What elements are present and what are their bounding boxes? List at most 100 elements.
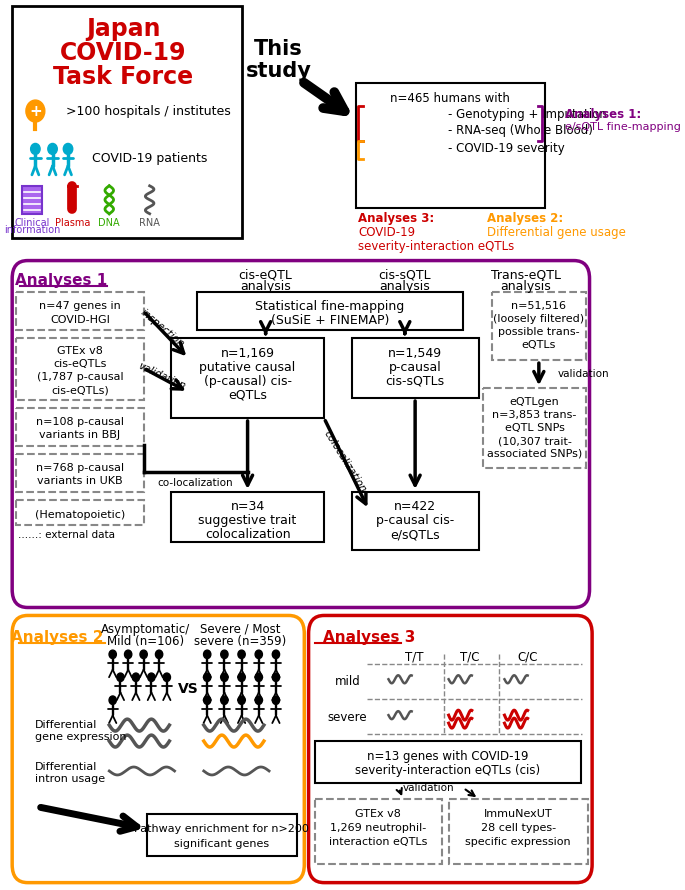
Bar (16, 500, 144, 525)
Circle shape (132, 673, 140, 682)
Text: n=465 humans with: n=465 humans with (390, 92, 510, 105)
Text: ......: external data: ......: external data (18, 530, 115, 539)
Text: Mild (n=106): Mild (n=106) (107, 635, 184, 648)
Text: intron usage: intron usage (36, 774, 105, 784)
Text: associated SNPs): associated SNPs) (487, 449, 582, 459)
Text: Analyses 2: Analyses 2 (12, 630, 104, 645)
Text: - RNA-seq (Whole Blood): - RNA-seq (Whole Blood) (448, 125, 593, 137)
Text: information: information (3, 224, 60, 235)
Circle shape (148, 673, 155, 682)
Text: DNA: DNA (99, 218, 120, 228)
Text: severity-interaction eQTLs (cis): severity-interaction eQTLs (cis) (356, 765, 540, 778)
Text: n=13 genes with COVID-19: n=13 genes with COVID-19 (367, 749, 529, 763)
Text: This: This (254, 39, 303, 60)
Circle shape (255, 673, 262, 682)
Text: Task Force: Task Force (53, 65, 193, 89)
Text: T/C: T/C (460, 651, 479, 664)
Text: colocalization: colocalization (321, 429, 368, 495)
Text: Trans-eQTL: Trans-eQTL (491, 268, 561, 281)
Text: COVID-19 patients: COVID-19 patients (92, 152, 208, 166)
Text: suggestive trait: suggestive trait (199, 514, 297, 527)
Text: n=108 p-causal: n=108 p-causal (36, 417, 124, 427)
Text: (1,787 p-causal: (1,787 p-causal (37, 372, 123, 382)
Circle shape (272, 673, 279, 682)
Text: study: study (246, 61, 312, 81)
Text: variants in BBJ: variants in BBJ (40, 430, 121, 440)
Text: Severe / Most: Severe / Most (199, 623, 280, 636)
Text: severe: severe (327, 710, 367, 724)
Text: severity-interaction eQTLs: severity-interaction eQTLs (358, 240, 514, 253)
Text: C/C: C/C (517, 651, 538, 664)
Text: COVID-19: COVID-19 (358, 226, 416, 239)
FancyBboxPatch shape (12, 261, 590, 608)
Bar (16, 409, 144, 446)
Bar (351, 338, 479, 398)
Bar (197, 293, 463, 330)
Text: 28 cell types-: 28 cell types- (481, 822, 556, 833)
Circle shape (221, 696, 228, 705)
Bar (16, 293, 144, 330)
Text: (10,307 trait-: (10,307 trait- (497, 436, 571, 446)
Circle shape (109, 696, 116, 705)
Text: putative causal: putative causal (199, 360, 296, 374)
Text: analysis: analysis (379, 280, 430, 293)
Circle shape (255, 650, 262, 659)
Text: - COVID-19 severity: - COVID-19 severity (448, 142, 564, 156)
Text: interaction eQTLs: interaction eQTLs (329, 837, 427, 846)
Text: Plasma: Plasma (55, 218, 90, 228)
Circle shape (63, 143, 73, 154)
Text: eQTLs: eQTLs (228, 389, 267, 401)
Bar (16, 454, 144, 492)
Text: 1,269 neutrophil-: 1,269 neutrophil- (330, 822, 426, 833)
Text: n=47 genes in: n=47 genes in (39, 302, 121, 312)
Text: Analyses 1: Analyses 1 (15, 273, 108, 288)
Circle shape (109, 650, 116, 659)
Bar (12, 6, 242, 238)
FancyBboxPatch shape (12, 616, 304, 883)
Bar (171, 492, 324, 542)
Text: n=51,516: n=51,516 (511, 302, 566, 312)
Circle shape (221, 673, 228, 682)
Text: cis-eQTLs): cis-eQTLs) (51, 385, 109, 395)
Text: n=422: n=422 (394, 500, 436, 514)
Text: Differential gene usage: Differential gene usage (487, 226, 626, 239)
Text: >100 hospitals / institutes: >100 hospitals / institutes (66, 104, 230, 117)
Text: (p-causal) cis-: (p-causal) cis- (203, 375, 292, 388)
Text: eQTLs: eQTLs (522, 340, 556, 351)
Text: Analyses 1:: Analyses 1: (564, 108, 641, 120)
Text: p-causal: p-causal (389, 360, 442, 374)
Text: (Hematopoietic): (Hematopoietic) (35, 510, 125, 520)
Circle shape (203, 650, 211, 659)
Text: Analyses 3: Analyses 3 (323, 630, 415, 645)
Text: COVID-HGI: COVID-HGI (50, 315, 110, 326)
Text: GTEx v8: GTEx v8 (356, 809, 401, 819)
Text: Clinical: Clinical (14, 218, 49, 228)
Text: e/sQTLs: e/sQTLs (390, 529, 440, 541)
Circle shape (238, 650, 245, 659)
Circle shape (221, 650, 228, 659)
Text: n=34: n=34 (230, 500, 264, 514)
Text: cis-sQTLs: cis-sQTLs (386, 375, 445, 388)
Text: n=768 p-causal: n=768 p-causal (36, 463, 124, 473)
Text: RNA: RNA (139, 218, 160, 228)
Text: +: + (29, 103, 42, 118)
Text: specific expression: specific expression (465, 837, 571, 846)
Text: p-causal cis-: p-causal cis- (376, 514, 454, 527)
Text: T/T: T/T (405, 651, 423, 664)
Bar (314, 799, 442, 863)
Circle shape (26, 100, 45, 122)
Text: (loosely filtered): (loosely filtered) (493, 314, 584, 324)
Text: variants in UKB: variants in UKB (37, 476, 123, 486)
Circle shape (155, 650, 163, 659)
Text: (SuSiE + FINEMAP): (SuSiE + FINEMAP) (271, 314, 389, 327)
Text: cis-eQTLs: cis-eQTLs (53, 360, 107, 369)
Circle shape (238, 673, 245, 682)
Circle shape (125, 650, 132, 659)
Bar (492, 293, 586, 360)
Bar (171, 338, 324, 418)
Circle shape (140, 650, 147, 659)
Text: eQTLgen: eQTLgen (510, 397, 560, 407)
Text: n=1,549: n=1,549 (388, 347, 443, 360)
Bar (147, 813, 297, 855)
Bar (483, 388, 586, 468)
